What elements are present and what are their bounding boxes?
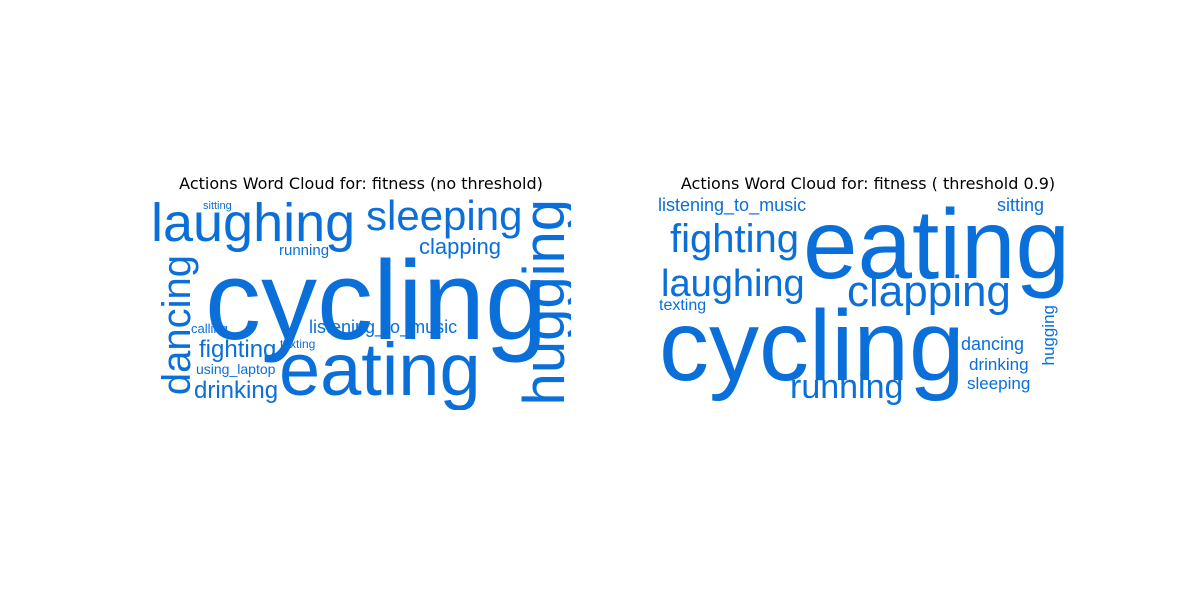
cloud-word-drinking: drinking — [969, 355, 1029, 374]
right-word-cloud: eating cycling clapping fighting laughing run… — [656, 195, 1076, 410]
cloud-word-sleeping: sleeping — [967, 374, 1031, 393]
cloud-word-dancing: dancing — [961, 334, 1025, 354]
cloud-word-sitting: sitting — [997, 195, 1045, 215]
cloud-word-cycling: cycling — [205, 238, 548, 363]
cloud-word-sitting: sitting — [203, 200, 232, 212]
cloud-word-eating: eating — [279, 328, 481, 410]
cloud-word-eating: eating — [803, 195, 1071, 299]
right-panel-title: Actions Word Cloud for: fitness ( thresh… — [680, 174, 1056, 193]
cloud-word-fighting: fighting — [199, 336, 277, 363]
cloud-word-running: running — [279, 242, 330, 259]
cloud-word-drinking: drinking — [194, 377, 279, 404]
cloud-word-texting: texting — [659, 297, 707, 314]
cloud-word-laughing: laughing — [151, 195, 356, 253]
cloud-word-hugging: hugging — [512, 199, 571, 406]
left-word-cloud: cycling eating hugging laughing sleeping danc… — [151, 195, 571, 410]
cloud-word-listening-to-music: listening_to_music — [658, 195, 807, 215]
cloud-word-clapping: clapping — [847, 267, 1011, 316]
cloud-word-cycling: cycling — [659, 290, 965, 402]
cloud-word-fighting: fighting — [670, 217, 799, 261]
cloud-word-listening-to-music: listening_to_music — [309, 317, 458, 337]
cloud-word-using-laptop: using_laptop — [196, 361, 276, 377]
cloud-word-calling: calling — [191, 321, 228, 336]
cloud-word-clapping: clapping — [419, 234, 501, 259]
left-panel-title: Actions Word Cloud for: fitness (no thre… — [179, 174, 543, 193]
cloud-word-hugging: hugging — [1039, 305, 1058, 366]
cloud-word-sleeping: sleeping — [366, 195, 523, 239]
cloud-word-running: running — [790, 368, 904, 406]
cloud-word-texting: texting — [280, 337, 316, 351]
cloud-word-laughing: laughing — [661, 263, 805, 305]
